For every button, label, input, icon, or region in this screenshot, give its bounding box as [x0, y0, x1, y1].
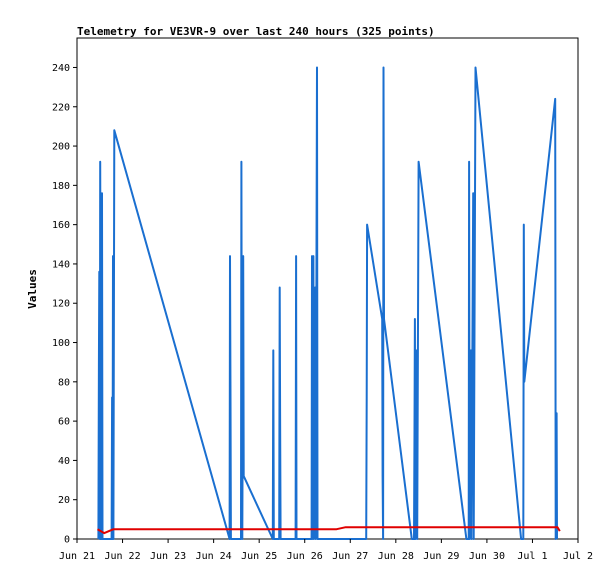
x-tick-label: Jun 25	[241, 551, 277, 562]
x-tick-label: Jun 21	[59, 551, 95, 562]
x-tick-label: Jul 2	[563, 551, 593, 562]
x-tick-label: Jul 1	[517, 551, 547, 562]
y-tick-label: 0	[64, 535, 70, 546]
y-axis: 0 20 40 60 80 100 120 140 160 180 200 220 240	[52, 63, 77, 546]
y-tick-label: 140	[52, 259, 70, 270]
y-tick-label: 200	[52, 142, 70, 153]
x-tick-label: Jun 29	[423, 551, 459, 562]
y-tick-label: 40	[58, 456, 70, 467]
series-line-1	[97, 66, 558, 540]
x-tick-label: Jun 28	[378, 551, 414, 562]
x-tick-label: Jun 24	[196, 551, 232, 562]
y-tick-label: 220	[52, 102, 70, 113]
y-tick-label: 180	[52, 181, 70, 192]
y-tick-label: 20	[58, 495, 70, 506]
chart-title: Telemetry for VE3VR-9 over last 240 hour…	[77, 25, 435, 38]
y-tick-label: 80	[58, 377, 70, 388]
x-axis: Jun 21 Jun 22 Jun 23 Jun 24 Jun 25 Jun 26 Jun …	[59, 539, 593, 562]
x-tick-label: Jun 27	[332, 551, 368, 562]
y-tick-label: 60	[58, 417, 70, 428]
y-tick-label: 240	[52, 63, 70, 74]
x-tick-label: Jun 30	[469, 551, 505, 562]
series-line-2	[97, 526, 561, 535]
series-layer	[97, 66, 561, 540]
y-tick-label: 100	[52, 338, 70, 349]
y-axis-label: Values	[26, 269, 39, 309]
plot-frame	[76, 37, 579, 540]
x-tick-label: Jun 26	[287, 551, 323, 562]
y-tick-label: 120	[52, 299, 70, 310]
x-tick-label: Jun 22	[104, 551, 140, 562]
x-tick-label: Jun 23	[150, 551, 186, 562]
y-tick-label: 160	[52, 220, 70, 231]
